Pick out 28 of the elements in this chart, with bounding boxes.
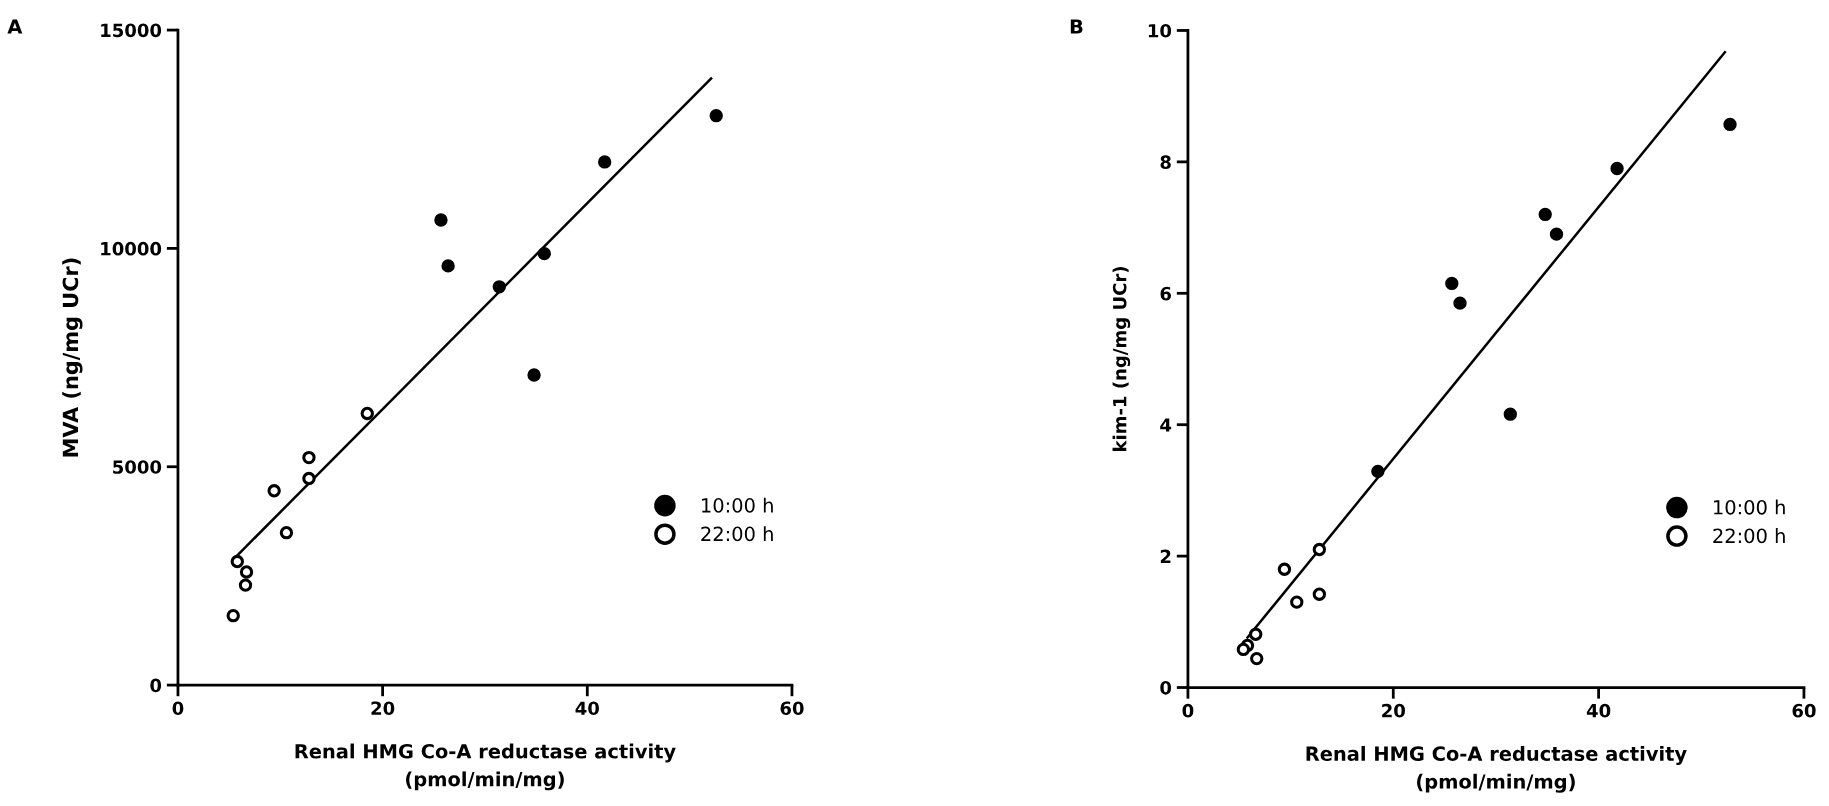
x-tick-label: 20: [1382, 703, 1405, 718]
legend-label: 22:00 h: [1713, 528, 1785, 544]
legend-label: 10:00 h: [702, 497, 773, 513]
x-axis-title: Renal HMG Co-A reductase activity (pmol/min/mg): [1306, 745, 1687, 793]
y-tick-label: 10: [1148, 23, 1172, 38]
text: A: [7, 19, 23, 34]
y-tick-label: 5000: [113, 460, 162, 474]
y-axis-title: MVA (ng/mg UCr): [62, 258, 83, 457]
y-tick-label: 2: [1160, 549, 1171, 563]
x-tick-label: 20: [371, 701, 395, 716]
y-tick-label: 10000: [101, 241, 162, 256]
x-tick-label: 60: [1792, 703, 1816, 718]
x-tick-label: 40: [575, 701, 599, 716]
y-tick-label: 4: [1160, 418, 1172, 432]
y-tick-label: 15000: [101, 23, 162, 38]
chart-title: B: [1070, 19, 1083, 34]
y-tick-label: 0: [1160, 680, 1172, 695]
x-tick-label: 60: [780, 701, 804, 716]
x-tick-label: 0: [1182, 703, 1194, 718]
legend-label: 10:00 h: [1714, 499, 1785, 515]
x-tick-label: 0: [172, 701, 184, 716]
y-axis-title: kim-1 (ng/mg UCr): [1112, 267, 1131, 452]
x-axis-title: Renal HMG Co-A reductase activity (pmol/min/mg): [295, 743, 676, 791]
y-tick-label: 8: [1160, 155, 1171, 169]
x-tick-label: 40: [1586, 703, 1611, 718]
legend-label: 22:00 h: [701, 526, 773, 542]
y-tick-label: 6: [1160, 286, 1171, 301]
y-tick-label: 0: [150, 678, 162, 693]
